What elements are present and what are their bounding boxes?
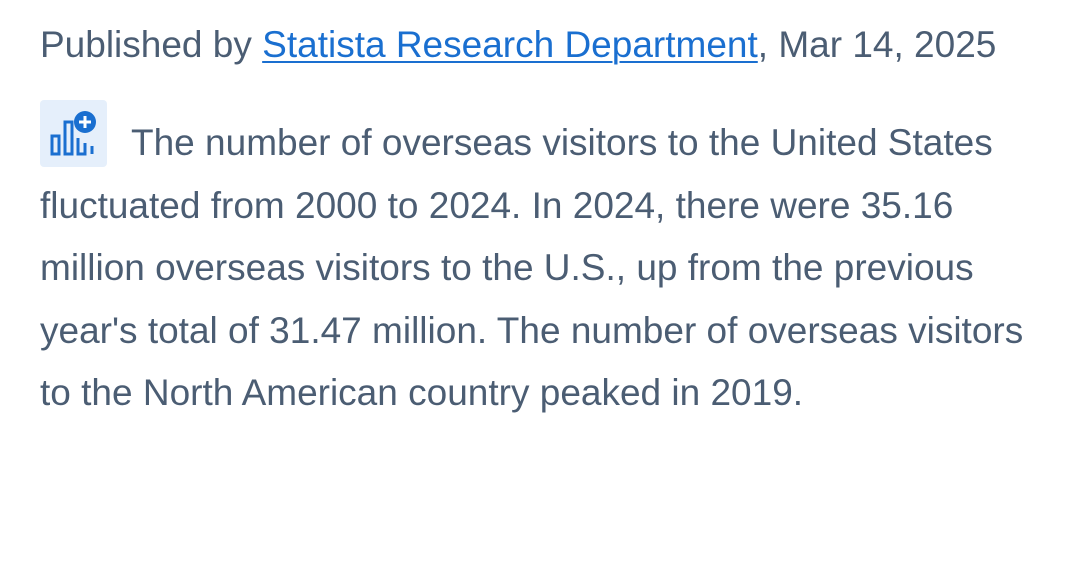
byline: Published by Statista Research Departmen… <box>40 14 1040 76</box>
byline-date: , Mar 14, 2025 <box>757 24 997 65</box>
description-text: The number of overseas visitors to the U… <box>40 122 1024 413</box>
byline-prefix: Published by <box>40 24 252 65</box>
article-intro: Published by Statista Research Departmen… <box>40 14 1040 425</box>
author-link[interactable]: Statista Research Department <box>262 24 758 65</box>
description: The number of overseas visitors to the U… <box>40 100 1040 425</box>
statistic-icon-graphic <box>50 111 96 156</box>
statistic-icon[interactable] <box>40 100 107 167</box>
